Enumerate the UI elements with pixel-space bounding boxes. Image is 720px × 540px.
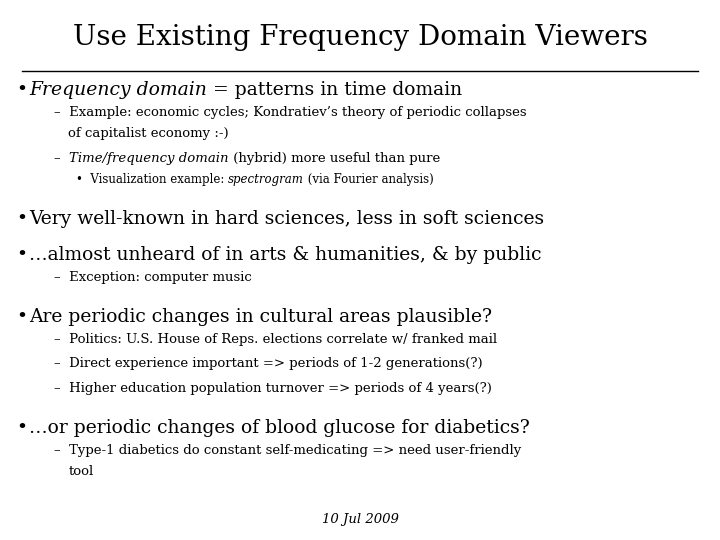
Text: Time/frequency domain: Time/frequency domain — [69, 152, 229, 165]
Text: •: • — [16, 419, 27, 437]
Text: –  Exception: computer music: – Exception: computer music — [54, 271, 252, 284]
Text: •  Visualization example:: • Visualization example: — [76, 173, 228, 186]
Text: Use Existing Frequency Domain Viewers: Use Existing Frequency Domain Viewers — [73, 24, 647, 51]
Text: –  Politics: U.S. House of Reps. elections correlate w/ franked mail: – Politics: U.S. House of Reps. election… — [54, 333, 497, 346]
Text: tool: tool — [68, 465, 94, 478]
Text: –  Direct experience important => periods of 1-2 generations(?): – Direct experience important => periods… — [54, 357, 482, 370]
Text: •: • — [16, 246, 27, 264]
Text: Frequency domain: Frequency domain — [29, 81, 207, 99]
Text: Very well-known in hard sciences, less in soft sciences: Very well-known in hard sciences, less i… — [29, 210, 544, 227]
Text: = patterns in time domain: = patterns in time domain — [207, 81, 462, 99]
Text: spectrogram: spectrogram — [228, 173, 304, 186]
Text: (via Fourier analysis): (via Fourier analysis) — [304, 173, 433, 186]
Text: 10 Jul 2009: 10 Jul 2009 — [322, 514, 398, 526]
Text: …almost unheard of in arts & humanities, & by public: …almost unheard of in arts & humanities,… — [29, 246, 541, 264]
Text: –  Higher education population turnover => periods of 4 years(?): – Higher education population turnover =… — [54, 382, 492, 395]
Text: •: • — [16, 210, 27, 227]
Text: of capitalist economy :-): of capitalist economy :-) — [68, 127, 229, 140]
Text: (hybrid) more useful than pure: (hybrid) more useful than pure — [229, 152, 440, 165]
Text: –: – — [54, 152, 69, 165]
Text: …or periodic changes of blood glucose for diabetics?: …or periodic changes of blood glucose fo… — [29, 419, 529, 437]
Text: •: • — [16, 81, 27, 99]
Text: –  Example: economic cycles; Kondratiev’s theory of periodic collapses: – Example: economic cycles; Kondratiev’s… — [54, 106, 526, 119]
Text: –  Type-1 diabetics do constant self-medicating => need user-friendly: – Type-1 diabetics do constant self-medi… — [54, 444, 521, 457]
Text: Are periodic changes in cultural areas plausible?: Are periodic changes in cultural areas p… — [29, 308, 492, 326]
Text: •: • — [16, 308, 27, 326]
